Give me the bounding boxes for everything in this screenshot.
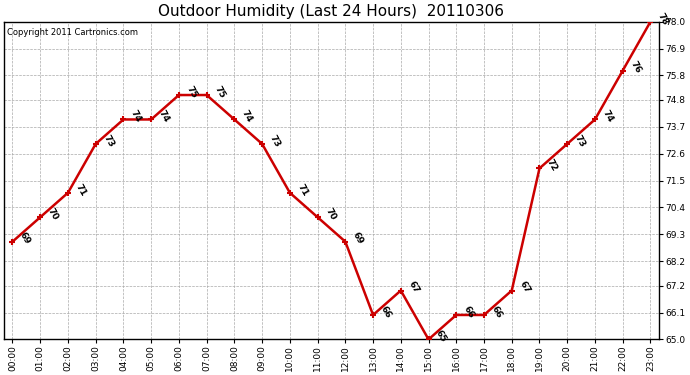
Text: 70: 70 bbox=[323, 207, 337, 222]
Text: 73: 73 bbox=[101, 133, 115, 148]
Text: 75: 75 bbox=[213, 84, 226, 100]
Text: 75: 75 bbox=[184, 84, 199, 100]
Text: 74: 74 bbox=[600, 109, 615, 124]
Text: 73: 73 bbox=[573, 133, 587, 148]
Text: 67: 67 bbox=[406, 280, 420, 295]
Text: 74: 74 bbox=[157, 109, 171, 124]
Text: 73: 73 bbox=[268, 133, 282, 148]
Text: 71: 71 bbox=[295, 182, 310, 198]
Text: 69: 69 bbox=[18, 231, 32, 246]
Text: 74: 74 bbox=[129, 109, 143, 124]
Text: 71: 71 bbox=[74, 182, 88, 198]
Text: 72: 72 bbox=[545, 158, 559, 173]
Text: 66: 66 bbox=[379, 304, 393, 320]
Text: 69: 69 bbox=[351, 231, 365, 246]
Text: 76: 76 bbox=[629, 60, 642, 75]
Text: 67: 67 bbox=[518, 280, 531, 295]
Text: 66: 66 bbox=[462, 304, 476, 320]
Text: 74: 74 bbox=[240, 109, 254, 124]
Text: 78: 78 bbox=[656, 11, 670, 27]
Text: 70: 70 bbox=[46, 207, 60, 222]
Title: Outdoor Humidity (Last 24 Hours)  20110306: Outdoor Humidity (Last 24 Hours) 2011030… bbox=[159, 4, 504, 19]
Text: Copyright 2011 Cartronics.com: Copyright 2011 Cartronics.com bbox=[8, 28, 139, 37]
Text: 65: 65 bbox=[434, 329, 448, 344]
Text: 66: 66 bbox=[490, 304, 504, 320]
